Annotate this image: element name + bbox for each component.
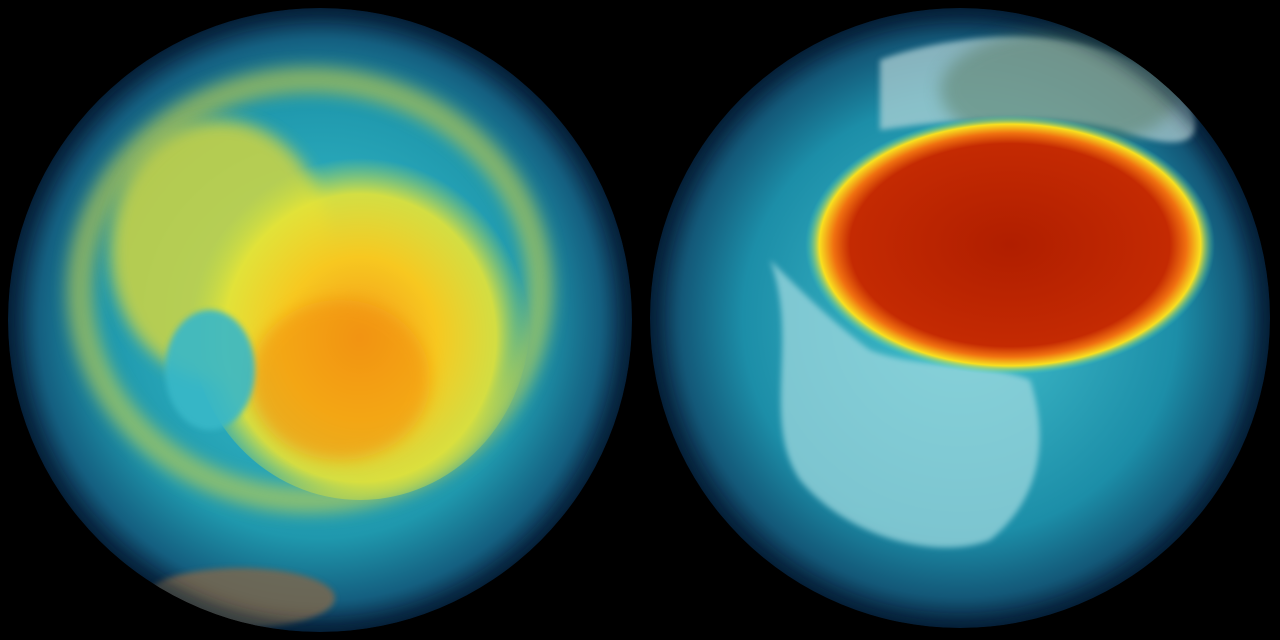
left-globe [8,8,632,632]
right-land-south [770,260,1040,548]
left-swirl-band [67,67,553,513]
right-ozone-hole [805,115,1215,375]
left-ocean-gap [165,310,255,430]
right-globe [650,8,1270,628]
left-ozone-core [250,300,430,460]
